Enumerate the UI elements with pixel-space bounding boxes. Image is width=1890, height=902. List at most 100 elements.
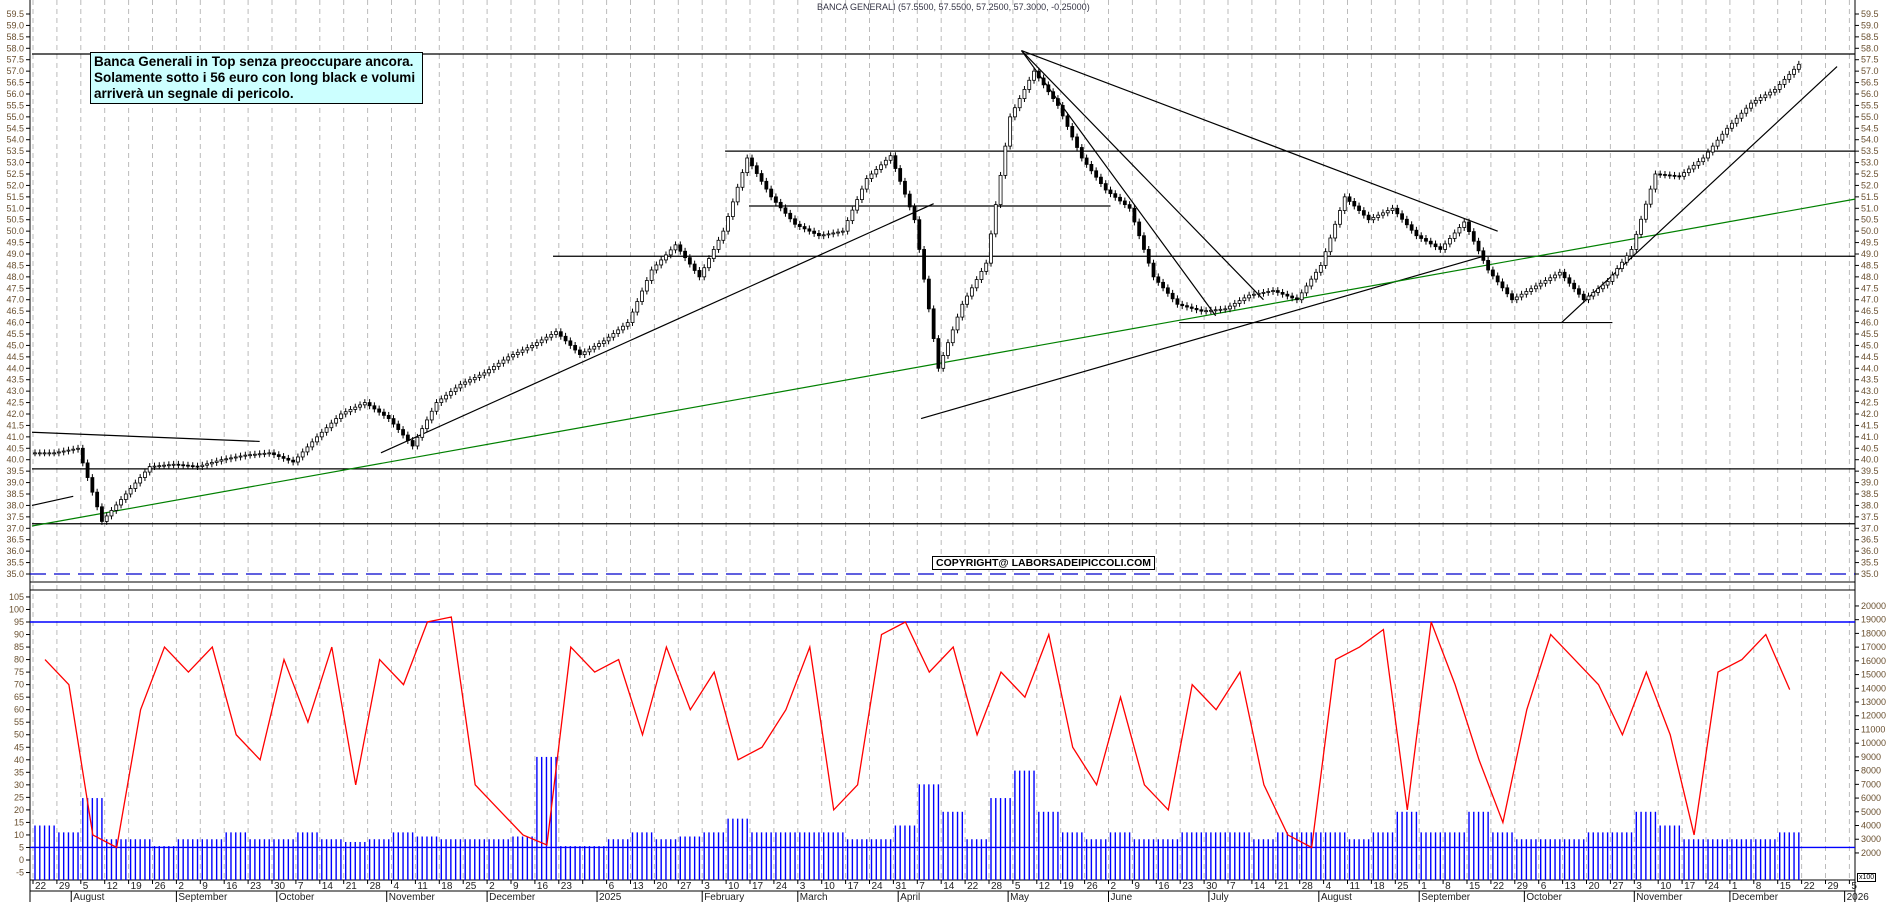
candle [195,465,200,468]
y-tick-label: 35.0 [1861,569,1879,579]
candle [453,387,458,393]
candle [123,493,128,500]
candle [907,193,912,208]
candle [1739,112,1744,119]
candle [745,157,750,174]
candle [969,287,974,297]
y-tick-label: 38.0 [1861,500,1879,510]
candle [520,349,525,353]
candle [1787,73,1792,80]
candle [1773,89,1777,93]
x-tick-label: 16 [1158,881,1170,892]
y-tick-label: 37.5 [6,512,24,522]
candle [544,336,549,341]
x-tick-label: 3 [1636,881,1642,892]
candle [668,249,673,256]
candle [1376,214,1381,218]
candle [1318,265,1323,273]
y-tick-label: 51.5 [1861,192,1879,202]
candle [1577,288,1581,295]
x-tick-label: 10 [728,881,740,892]
candle [1452,232,1457,239]
candle [1586,295,1591,301]
candle [898,168,903,182]
volume-tick-label: 5000 [1861,807,1881,817]
candle [625,322,630,327]
osc-tick-label: 70 [14,680,24,690]
candle [1605,281,1610,286]
y-tick-label: 36.5 [1861,535,1879,545]
candle [649,269,654,281]
x-tick-label: 5 [1851,881,1857,892]
candle [530,345,535,349]
candle [1777,84,1782,90]
x-tick-label: 15 [1469,881,1481,892]
candle [979,270,984,281]
candle [1261,291,1266,294]
candle [272,452,276,456]
candle [1036,70,1041,79]
candle [80,447,85,464]
candle [1404,218,1409,226]
x-tick-label: 28 [1302,881,1314,892]
candle [711,249,716,259]
candle [248,454,253,457]
candle [1371,217,1376,221]
candle [740,172,745,188]
candle [1414,229,1419,237]
chart-title: BANCA GENERALI (57.5500, 57.5500, 57.250… [817,2,1090,12]
candle [1686,168,1691,174]
x-tick-label: 13 [633,881,645,892]
y-tick-label: 38.5 [6,489,24,499]
candle [119,499,123,506]
y-tick-label: 49.5 [6,238,24,248]
candle [152,465,157,468]
candle [358,404,362,408]
y-tick-label: 54.5 [6,123,24,133]
candle [200,464,205,467]
candle [726,216,730,232]
volume-tick-label: 11000 [1861,724,1885,734]
candle [788,212,793,220]
candle [1768,91,1773,96]
candle [1218,308,1223,311]
x-tick-label: 17 [752,881,764,892]
y-tick-label: 58.0 [1861,43,1879,53]
y-tick-label: 45.0 [1861,340,1879,350]
candle [1347,196,1352,202]
volume-tick-label: 10000 [1861,738,1886,748]
candle [1615,268,1620,276]
y-tick-label: 36.5 [6,535,24,545]
candle [821,234,826,237]
candle [257,453,262,456]
y-tick-label: 57.5 [6,55,24,65]
y-tick-label: 38.5 [1861,489,1879,499]
candle [138,477,143,484]
candle [826,233,831,236]
candle [812,230,817,234]
candle [76,447,80,450]
osc-tick-label: 10 [14,830,24,840]
candle [334,418,339,424]
candle [171,463,176,466]
candle [1624,255,1629,263]
candle [1428,240,1433,245]
candle [687,257,692,265]
candle [1041,77,1046,86]
candle [128,488,133,495]
month-label: November [1636,892,1683,902]
osc-tick-label: 0 [19,855,24,865]
y-tick-label: 44.0 [6,363,24,373]
candle [1572,282,1577,290]
trendline [31,495,74,507]
candle [1462,221,1467,228]
x-tick-label: 9 [1134,881,1140,892]
osc-tick-label: 55 [14,717,24,727]
y-tick-label: 50.5 [6,215,24,225]
candle [472,377,477,381]
y-tick-label: 40.0 [6,455,24,465]
month-label: October [1526,892,1562,902]
candle [367,402,372,407]
candle [33,452,37,455]
